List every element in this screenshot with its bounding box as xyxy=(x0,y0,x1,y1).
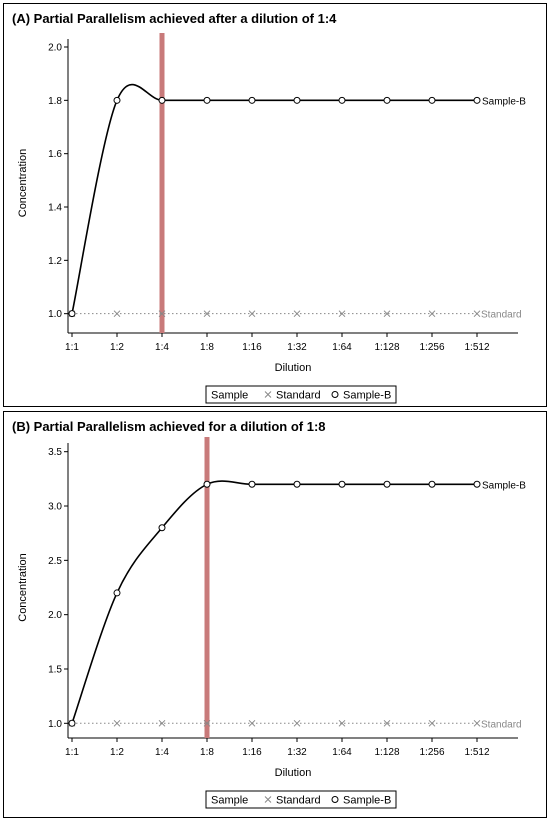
legend-standard-label: Standard xyxy=(276,390,321,402)
sample-b-point-marker xyxy=(338,480,346,488)
chart-panel-b: (B) Partial Parallelism achieved for a d… xyxy=(3,411,547,818)
standard-point-marker xyxy=(203,310,211,318)
legend-title: Sample xyxy=(211,390,248,402)
standard-point-marker xyxy=(113,719,121,727)
x-tick-label: 1:512 xyxy=(464,747,489,758)
x-tick-label: 1:64 xyxy=(332,747,352,758)
chart-b-svg: (B) Partial Parallelism achieved for a d… xyxy=(12,419,526,809)
y-axis-label: Concentration xyxy=(17,149,29,218)
x-tick-label: 1:4 xyxy=(155,342,169,353)
legend-standard-marker xyxy=(264,391,272,398)
x-tick-label: 1:2 xyxy=(110,342,124,353)
standard-point-marker xyxy=(113,310,121,318)
sample-b-point-marker xyxy=(248,480,256,488)
standard-point-marker xyxy=(293,719,301,727)
legend-sample-b-marker xyxy=(331,391,339,398)
y-tick-label: 2.5 xyxy=(48,556,62,567)
standard-series-label: Standard xyxy=(481,719,522,730)
standard-point-marker xyxy=(338,310,346,318)
standard-point-marker xyxy=(428,719,436,727)
x-tick-label: 1:1 xyxy=(65,342,79,353)
y-tick-label: 1.8 xyxy=(48,96,62,107)
y-tick-label: 1.6 xyxy=(48,149,62,160)
legend-sample-b-label: Sample-B xyxy=(343,390,391,402)
sample-b-point-marker xyxy=(68,719,76,727)
standard-point-marker xyxy=(338,719,346,727)
sample-b-point-marker xyxy=(473,480,481,488)
standard-point-marker xyxy=(428,310,436,318)
legend-box xyxy=(205,385,397,404)
legend-sample-b-marker xyxy=(331,796,339,803)
y-tick-label: 3.5 xyxy=(48,447,62,458)
sample-b-series-line xyxy=(71,480,477,724)
sample-b-point-marker xyxy=(383,96,391,104)
chart-panel-a: (A) Partial Parallelism achieved after a… xyxy=(3,3,547,407)
sample-b-point-marker xyxy=(428,96,436,104)
chart-a-svg: (A) Partial Parallelism achieved after a… xyxy=(12,11,526,404)
standard-point-marker xyxy=(158,310,166,318)
legend-sample-b-label: Sample-B xyxy=(343,795,391,807)
sample-b-point-marker xyxy=(473,96,481,104)
standard-point-marker xyxy=(158,719,166,727)
sample-b-point-marker xyxy=(293,480,301,488)
sample-b-point-marker xyxy=(383,480,391,488)
legend-box xyxy=(205,790,397,809)
y-tick-label: 3.0 xyxy=(48,502,62,513)
x-tick-label: 1:128 xyxy=(374,342,399,353)
x-tick-label: 1:32 xyxy=(287,747,307,758)
x-tick-label: 1:128 xyxy=(374,747,399,758)
standard-point-marker xyxy=(248,719,256,727)
standard-point-marker xyxy=(383,719,391,727)
x-axis-label: Dilution xyxy=(275,362,312,374)
legend-standard-marker xyxy=(264,796,272,803)
x-axis-label: Dilution xyxy=(275,767,312,779)
chart-title: (A) Partial Parallelism achieved after a… xyxy=(12,11,337,26)
sample-b-point-marker xyxy=(158,524,166,532)
y-tick-label: 1.5 xyxy=(48,664,62,675)
x-tick-label: 1:2 xyxy=(110,747,124,758)
legend-standard-label: Standard xyxy=(276,795,321,807)
sample-b-series-line xyxy=(71,83,477,314)
y-tick-label: 1.2 xyxy=(48,256,62,267)
sample-b-point-marker xyxy=(203,480,211,488)
y-tick-label: 1.0 xyxy=(48,719,62,730)
sample-b-point-marker xyxy=(203,96,211,104)
standard-series-label: Standard xyxy=(481,310,522,321)
x-tick-label: 1:4 xyxy=(155,747,169,758)
x-tick-label: 1:32 xyxy=(287,342,307,353)
x-tick-label: 1:64 xyxy=(332,342,352,353)
sample-b-point-marker xyxy=(113,589,121,597)
sample-b-point-marker xyxy=(158,96,166,104)
x-tick-label: 1:8 xyxy=(200,747,214,758)
standard-point-marker xyxy=(473,310,481,318)
x-tick-label: 1:8 xyxy=(200,342,214,353)
sample-b-series-label: Sample-B xyxy=(482,96,526,107)
standard-point-marker xyxy=(248,310,256,318)
standard-point-marker xyxy=(203,719,211,727)
sample-b-point-marker xyxy=(428,480,436,488)
sample-b-series-label: Sample-B xyxy=(482,480,526,491)
x-tick-label: 1:512 xyxy=(464,342,489,353)
sample-b-point-marker xyxy=(68,310,76,318)
sample-b-point-marker xyxy=(293,96,301,104)
x-tick-label: 1:256 xyxy=(419,342,444,353)
sample-b-point-marker xyxy=(248,96,256,104)
legend-title: Sample xyxy=(211,795,248,807)
x-tick-label: 1:256 xyxy=(419,747,444,758)
y-tick-label: 1.0 xyxy=(48,309,62,320)
standard-point-marker xyxy=(383,310,391,318)
standard-point-marker xyxy=(473,719,481,727)
y-tick-label: 2.0 xyxy=(48,43,62,54)
y-tick-label: 1.4 xyxy=(48,203,62,214)
x-tick-label: 1:1 xyxy=(65,747,79,758)
chart-title: (B) Partial Parallelism achieved for a d… xyxy=(12,419,326,434)
y-axis-label: Concentration xyxy=(17,553,29,622)
sample-b-point-marker xyxy=(113,96,121,104)
y-tick-label: 2.0 xyxy=(48,610,62,621)
x-tick-label: 1:16 xyxy=(242,747,262,758)
sample-b-point-marker xyxy=(338,96,346,104)
standard-point-marker xyxy=(293,310,301,318)
x-tick-label: 1:16 xyxy=(242,342,262,353)
